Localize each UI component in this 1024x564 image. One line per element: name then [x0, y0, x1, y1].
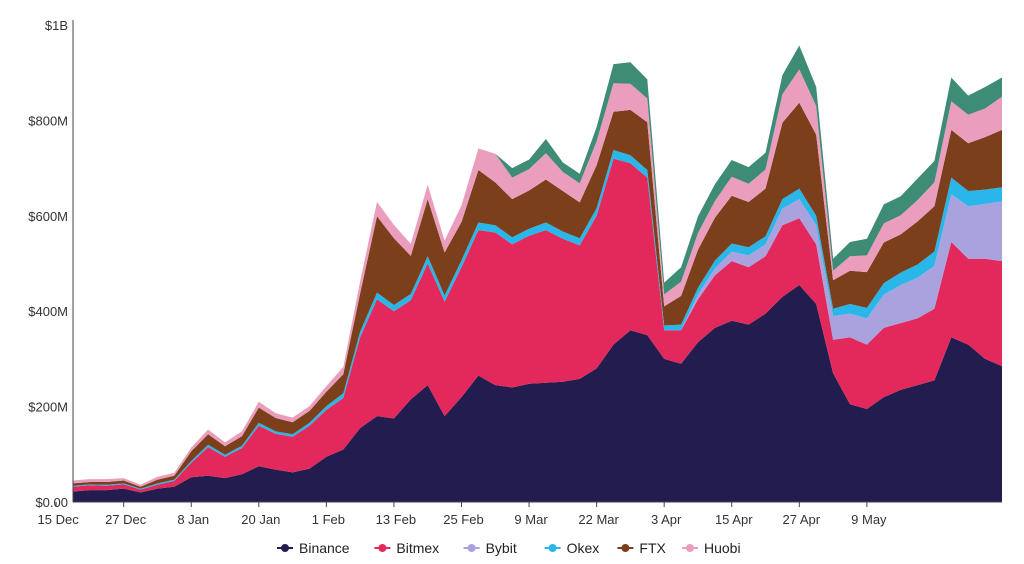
x-tick-label: 9 Mar: [514, 512, 548, 527]
chart-areas: [73, 45, 1002, 502]
y-tick-label: $200M: [28, 400, 68, 415]
legend-label: Bitmex: [396, 540, 439, 556]
x-tick-label: 27 Apr: [783, 512, 821, 527]
legend-item-huobi: Huobi: [682, 540, 741, 556]
x-tick-label: 15 Dec: [38, 512, 80, 527]
legend-marker: [467, 544, 476, 552]
legend-item-bybit: Bybit: [463, 540, 517, 556]
x-tick-label: 1 Feb: [312, 512, 345, 527]
chart-axes: $0.00 $200M $400M $600M $800M $1B 15 Dec 27 Dec…: [28, 18, 1002, 527]
legend-label: Okex: [567, 540, 600, 556]
y-tick-label: $600M: [28, 209, 68, 224]
y-tick-label: $0.00: [35, 495, 68, 510]
series-area-binance: [73, 285, 1002, 502]
legend-label: FTX: [639, 540, 666, 556]
series-area-bybit: [73, 158, 1002, 490]
x-tick-label: 22 Mar: [578, 512, 619, 527]
legend-item-ftx: FTX: [617, 540, 667, 556]
legend-marker: [621, 544, 630, 552]
x-tick-label: 13 Feb: [376, 512, 416, 527]
x-tick-label: 27 Dec: [105, 512, 147, 527]
y-tick-label: $1B: [45, 18, 68, 33]
series-area-bitmex: [73, 158, 1002, 493]
legend-label: Bybit: [486, 540, 517, 556]
legend-marker: [686, 544, 694, 552]
y-tick-label: $400M: [28, 304, 68, 319]
x-tick-label: 15 Apr: [715, 512, 753, 527]
series-area-ftx: [73, 102, 1002, 489]
x-tick-label: 3 Apr: [651, 512, 682, 527]
x-tick-label: 20 Jan: [241, 512, 280, 527]
legend-marker: [378, 544, 387, 552]
x-tick-label: 8 Jan: [177, 512, 209, 527]
legend-marker: [548, 544, 557, 552]
x-tick-label: 9 May: [851, 512, 887, 527]
legend-item-binance: Binance: [277, 540, 350, 556]
y-tick-label: $800M: [28, 113, 68, 128]
chart-legend: Binance Bitmex Bybit Okex FTX Huobi: [277, 540, 741, 556]
legend-label: Binance: [299, 540, 350, 556]
legend-item-bitmex: Bitmex: [374, 540, 439, 556]
legend-label: Huobi: [704, 540, 741, 556]
legend-item-okex: Okex: [544, 540, 600, 556]
x-tick-label: 25 Feb: [443, 512, 483, 527]
legend-marker: [281, 544, 289, 552]
series-area-okex: [73, 150, 1002, 490]
